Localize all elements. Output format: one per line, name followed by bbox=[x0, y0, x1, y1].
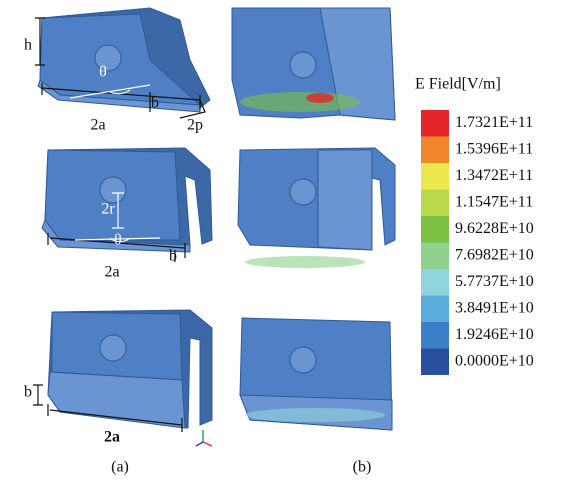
legend-label: 1.3472E+11 bbox=[455, 167, 533, 184]
legend-label: 1.1547E+11 bbox=[455, 193, 533, 210]
dimension-label: b bbox=[169, 248, 177, 265]
legend-label: 1.5396E+11 bbox=[455, 140, 533, 157]
dimension-label: θ bbox=[99, 64, 107, 81]
legend-swatch bbox=[421, 110, 449, 137]
model-a1 bbox=[38, 8, 210, 112]
dimension-label: b bbox=[24, 384, 32, 401]
model-a2 bbox=[42, 148, 212, 252]
dimension-label: 2a bbox=[104, 264, 119, 281]
model-b3 bbox=[240, 318, 392, 430]
dimension-label: b bbox=[151, 95, 159, 112]
dimension-label: h bbox=[24, 37, 32, 54]
legend-swatch bbox=[421, 322, 449, 349]
legend-label: 9.6228E+10 bbox=[455, 220, 534, 237]
panel-label: (a) bbox=[111, 459, 129, 476]
dimension-label: 2r bbox=[101, 201, 115, 218]
legend-swatch bbox=[421, 216, 449, 243]
legend-swatch bbox=[421, 190, 449, 217]
model-a3 bbox=[48, 310, 212, 446]
legend-swatch bbox=[421, 269, 449, 296]
legend-swatch bbox=[421, 243, 449, 270]
legend-swatch bbox=[421, 296, 449, 323]
legend-label: 0.0000E+10 bbox=[455, 352, 534, 369]
legend-swatch bbox=[421, 137, 449, 164]
legend-label: 1.7321E+11 bbox=[455, 114, 533, 131]
legend-swatch bbox=[421, 349, 449, 376]
legend-label: 1.9246E+10 bbox=[455, 326, 534, 343]
legend-label: 5.7737E+10 bbox=[455, 273, 534, 290]
dimension-label: θ bbox=[114, 232, 122, 249]
panel-label: (b) bbox=[353, 459, 372, 476]
model-b2 bbox=[238, 148, 395, 268]
dimension-label: 2a bbox=[104, 429, 120, 446]
figure: h θ b 2a 2p 2r θ b 2a b 2a (a) (b) E Field[V/m] 1.… bbox=[0, 0, 562, 487]
model-b1 bbox=[232, 8, 395, 120]
legend-label: 3.8491E+10 bbox=[455, 299, 534, 316]
dimension-label: 2a bbox=[90, 117, 105, 134]
legend-title: E Field[V/m] bbox=[415, 76, 501, 93]
legend-label: 7.6982E+10 bbox=[455, 246, 534, 263]
legend-swatch bbox=[421, 163, 449, 190]
legend: 1.7321E+11 1.5396E+11 1.3472E+11 1.1547E+11… bbox=[421, 110, 534, 375]
dimension-label: 2p bbox=[187, 117, 203, 134]
